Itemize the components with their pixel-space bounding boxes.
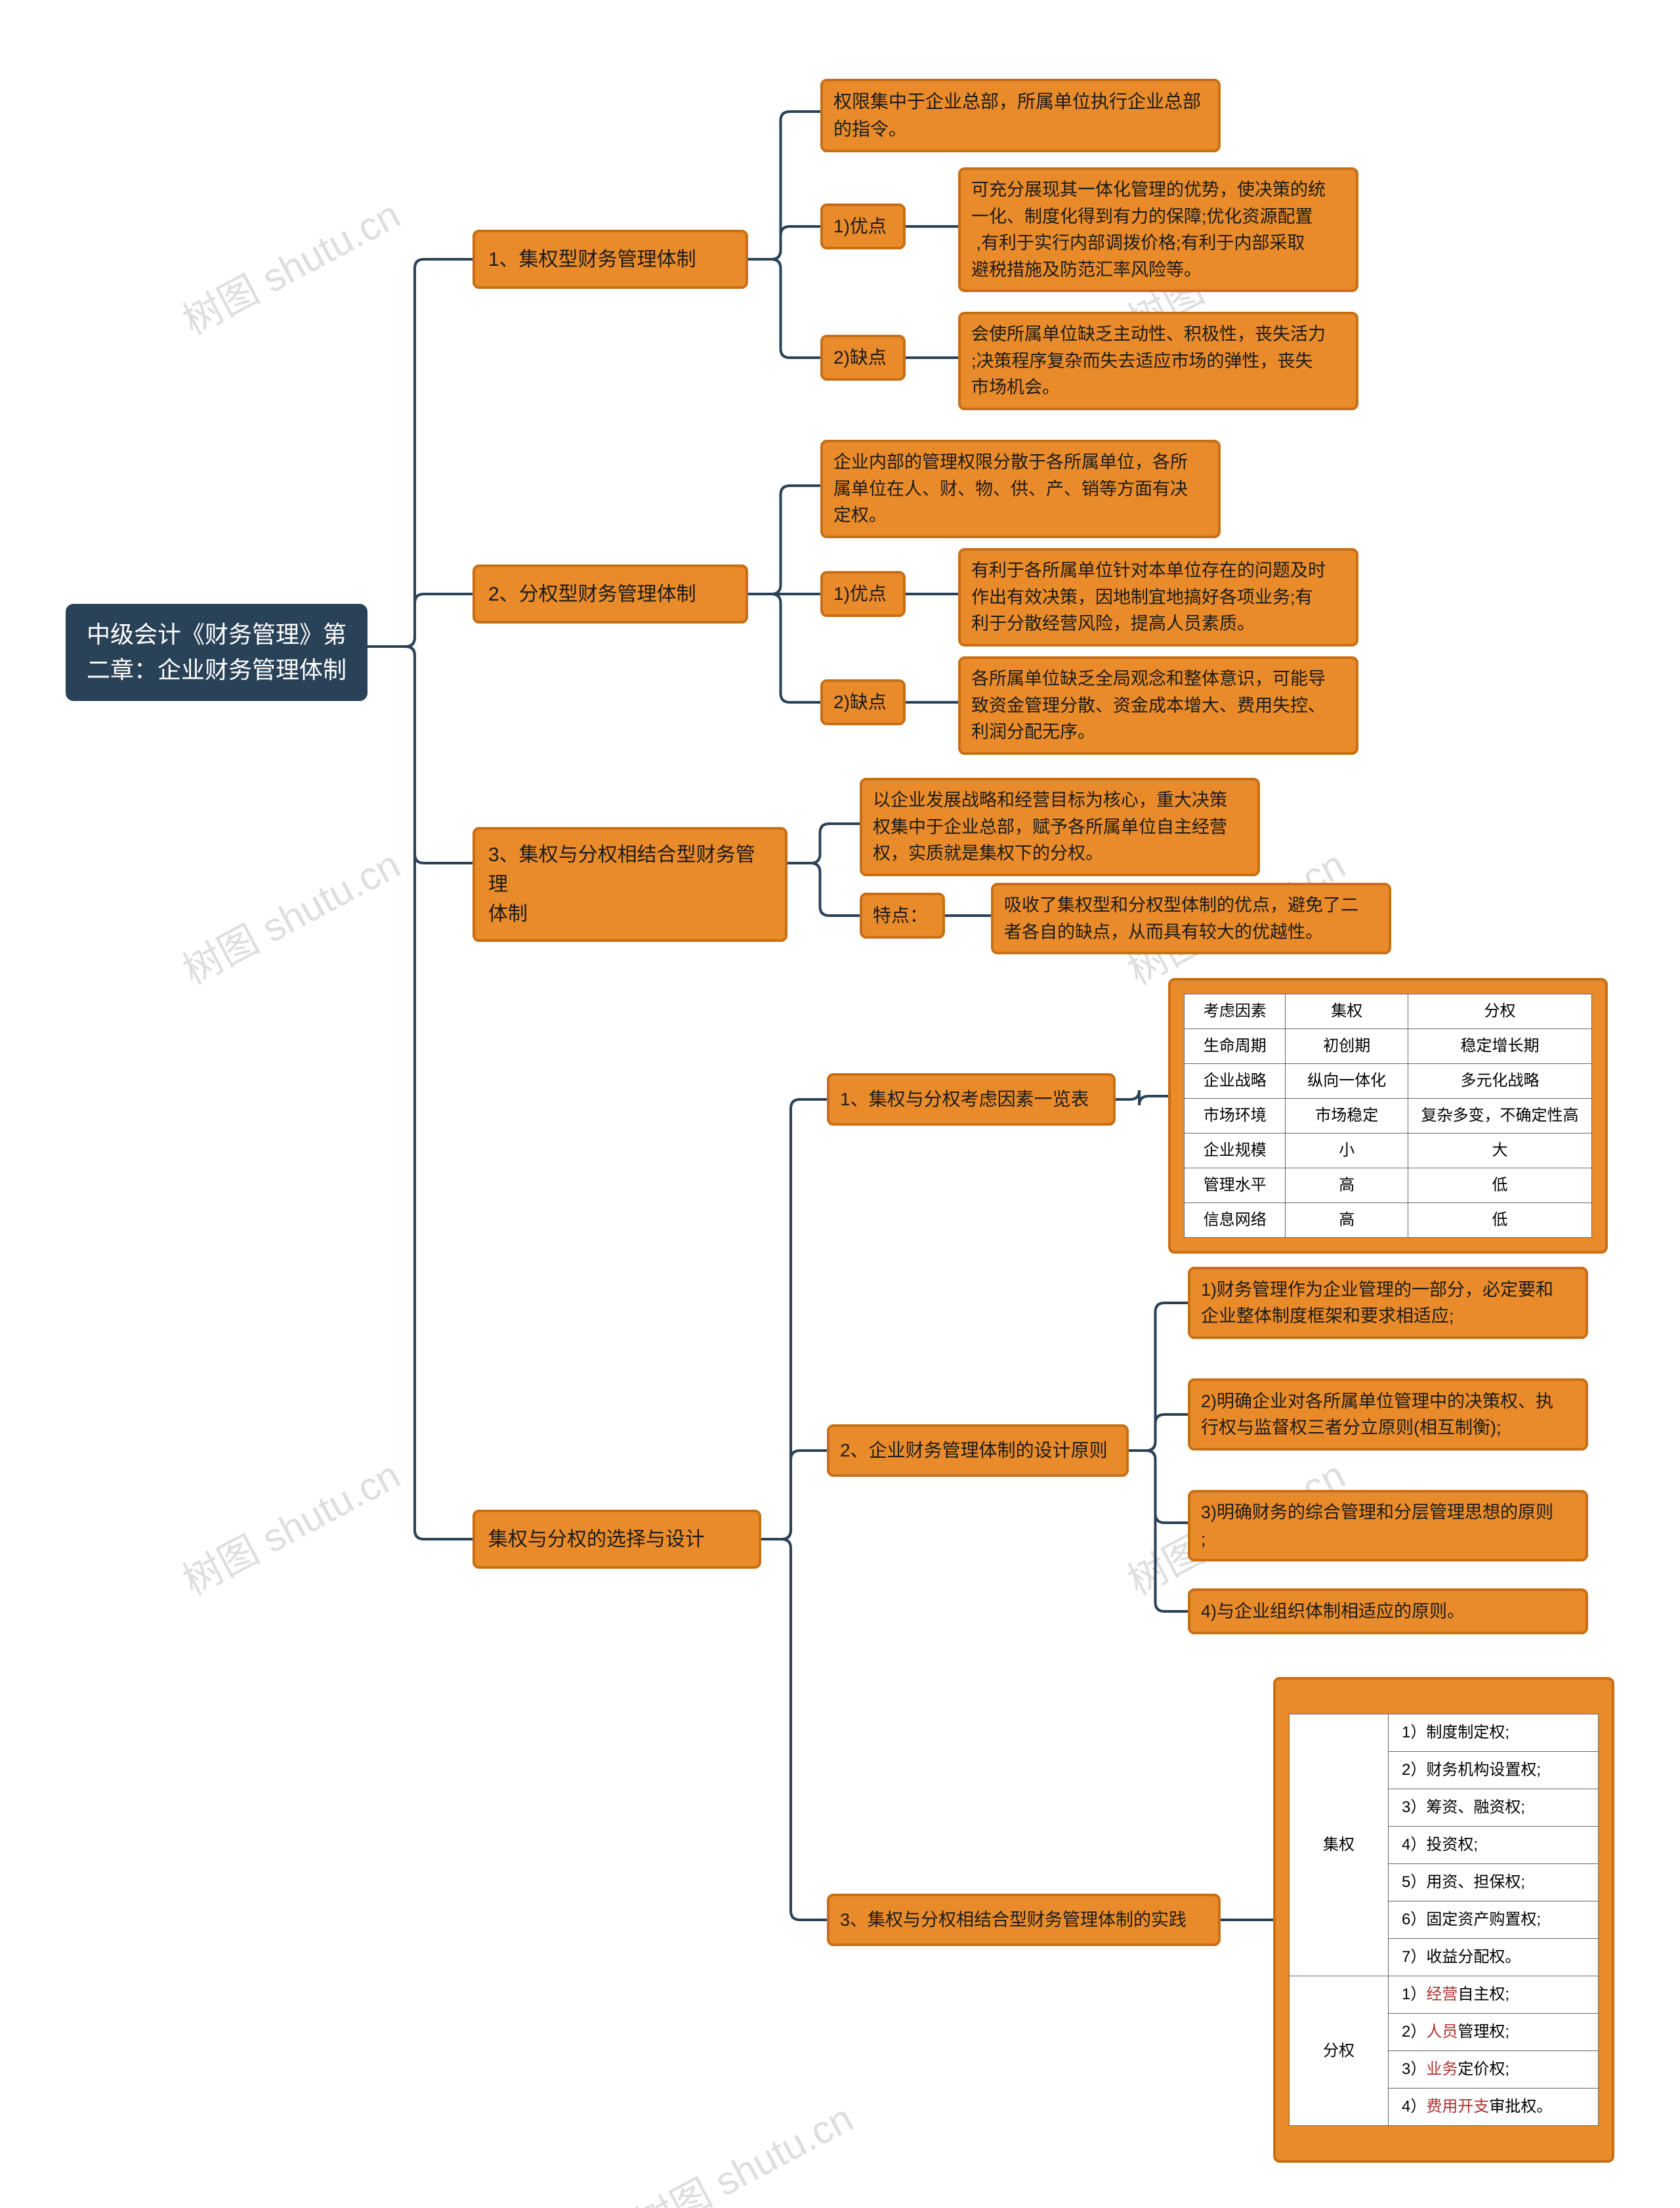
list-group-head: 集权 — [1290, 1714, 1389, 1976]
table-cell: 信息网络 — [1185, 1203, 1286, 1238]
b4c3-list: 集权1）制度制定权;2）财务机构设置权;3）筹资、融资权;4）投资权;5）用资、… — [1273, 1677, 1614, 2163]
watermark: 树图 shutu.cn — [171, 184, 409, 346]
table-cell: 复杂多变，不确定性高 — [1408, 1099, 1592, 1134]
list-group-head: 分权 — [1290, 1976, 1389, 2126]
table-header: 分权 — [1408, 994, 1592, 1029]
b1c2a: 会使所属单位缺乏主动性、积极性，丧失活力 ;决策程序复杂而失去适应市场的弹性，丧… — [958, 312, 1358, 410]
list-item: 4）投资权; — [1389, 1827, 1599, 1864]
list-item: 3）业务定价权; — [1389, 2051, 1599, 2089]
table-cell: 企业规模 — [1185, 1134, 1286, 1168]
table-cell: 企业战略 — [1185, 1064, 1286, 1099]
table-cell: 稳定增长期 — [1408, 1029, 1592, 1064]
table-cell: 大 — [1408, 1134, 1592, 1168]
list-item: 5）用资、担保权; — [1389, 1864, 1599, 1901]
b4c2a: 1)财务管理作为企业管理的一部分，必定要和 企业整体制度框架和要求相适应; — [1188, 1267, 1588, 1339]
list-item: 4）费用开支审批权。 — [1389, 2089, 1599, 2126]
table-cell: 多元化战略 — [1408, 1064, 1592, 1099]
b4c3: 3、集权与分权相结合型财务管理体制的实践 — [827, 1894, 1221, 1946]
table-cell: 高 — [1286, 1168, 1408, 1203]
b1c0: 权限集中于企业总部，所属单位执行企业总部 的指令。 — [820, 79, 1221, 152]
b3: 3、集权与分权相结合型财务管理 体制 — [472, 827, 788, 942]
b4c2c: 3)明确财务的综合管理和分层管理思想的原则 ; — [1188, 1490, 1588, 1561]
list-item: 3）筹资、融资权; — [1389, 1789, 1599, 1827]
b1c2: 2)缺点 — [820, 335, 906, 381]
list-item: 6）固定资产购置权; — [1389, 1901, 1599, 1939]
b2c0: 企业内部的管理权限分散于各所属单位，各所 属单位在人、财、物、供、产、销等方面有… — [820, 440, 1221, 538]
table-header: 集权 — [1286, 994, 1408, 1029]
mindmap-canvas: 树图 shutu.cn 树图 shutu.cn 树图 shutu.cn 树图 shut… — [0, 0, 1680, 2208]
b2c2: 2)缺点 — [820, 679, 906, 725]
watermark: 树图 shutu.cn — [624, 2087, 862, 2208]
b4c1-table: 考虑因素集权分权生命周期初创期稳定增长期企业战略纵向一体化多元化战略市场环境市场… — [1168, 978, 1608, 1254]
b2c1a: 有利于各所属单位针对本单位存在的问题及时 作出有效决策，因地制宜地搞好各项业务;… — [958, 548, 1358, 647]
b2: 2、分权型财务管理体制 — [472, 564, 748, 624]
table-cell: 初创期 — [1286, 1029, 1408, 1064]
b3c0: 以企业发展战略和经营目标为核心，重大决策 权集中于企业总部，赋予各所属单位自主经… — [860, 778, 1260, 876]
table-cell: 市场环境 — [1185, 1099, 1286, 1134]
list-item: 2）人员管理权; — [1389, 2014, 1599, 2051]
watermark: 树图 shutu.cn — [171, 1444, 409, 1606]
b2c1: 1)优点 — [820, 571, 906, 617]
b4c2d: 4)与企业组织体制相适应的原则。 — [1188, 1588, 1588, 1634]
b1c1: 1)优点 — [820, 203, 906, 249]
b3c1: 特点： — [860, 893, 945, 939]
b4c2b: 2)明确企业对各所属单位管理中的决策权、执 行权与监督权三者分立原则(相互制衡)… — [1188, 1378, 1588, 1451]
table-cell: 生命周期 — [1185, 1029, 1286, 1064]
table-cell: 高 — [1286, 1203, 1408, 1238]
list-item: 7）收益分配权。 — [1389, 1939, 1599, 1976]
b4: 集权与分权的选择与设计 — [472, 1510, 761, 1569]
list-item: 1）制度制定权; — [1389, 1714, 1599, 1752]
watermark: 树图 shutu.cn — [171, 834, 409, 996]
table-cell: 低 — [1408, 1203, 1592, 1238]
table-cell: 管理水平 — [1185, 1168, 1286, 1203]
b4c2: 2、企业财务管理体制的设计原则 — [827, 1424, 1129, 1477]
root-node: 中级会计《财务管理》第 二章：企业财务管理体制 — [66, 604, 368, 701]
table-cell: 低 — [1408, 1168, 1592, 1203]
b3c1a: 吸收了集权型和分权型体制的优点，避免了二 者各自的缺点，从而具有较大的优越性。 — [991, 883, 1391, 954]
list-item: 1）经营自主权; — [1389, 1976, 1599, 2014]
b2c2a: 各所属单位缺乏全局观念和整体意识，可能导 致资金管理分散、资金成本增大、费用失控… — [958, 656, 1358, 755]
b1c1a: 可充分展现其一体化管理的优势，使决策的统 一化、制度化得到有力的保障;优化资源配… — [958, 167, 1358, 292]
b4c1: 1、集权与分权考虑因素一览表 — [827, 1073, 1116, 1126]
b1: 1、集权型财务管理体制 — [472, 230, 748, 289]
table-cell: 小 — [1286, 1134, 1408, 1168]
table-header: 考虑因素 — [1185, 994, 1286, 1029]
list-item: 2）财务机构设置权; — [1389, 1752, 1599, 1789]
table-cell: 纵向一体化 — [1286, 1064, 1408, 1099]
table-cell: 市场稳定 — [1286, 1099, 1408, 1134]
